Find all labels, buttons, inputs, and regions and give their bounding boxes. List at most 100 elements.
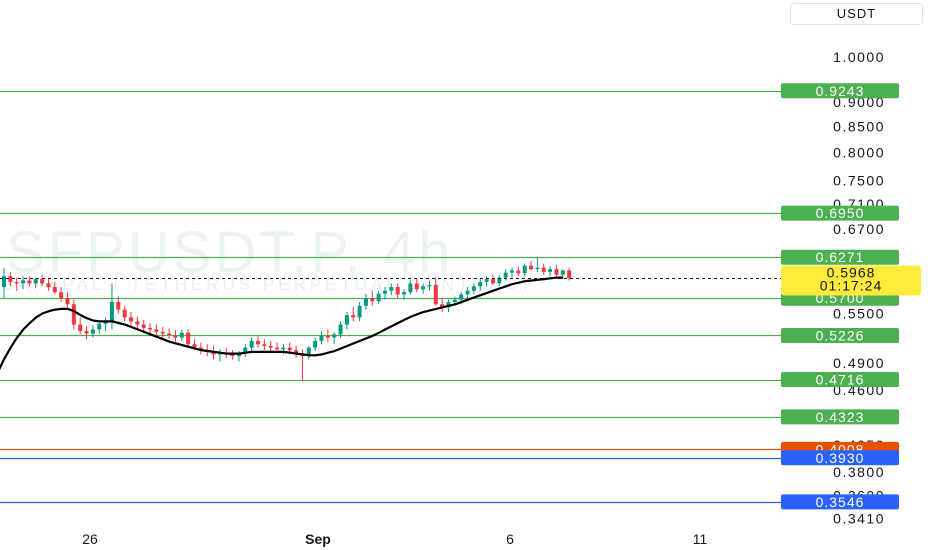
- candle: [198, 342, 203, 355]
- level-label-text: 0.6950: [816, 205, 865, 221]
- candle: [167, 328, 172, 340]
- candle: [465, 287, 470, 299]
- candle: [71, 299, 76, 330]
- candle: [268, 340, 273, 352]
- level-label-text: 0.5226: [816, 327, 865, 343]
- candle: [567, 267, 572, 281]
- level-label: 0.4323: [781, 409, 899, 425]
- price-axis-tick: 0.3800: [833, 464, 885, 480]
- candle: [529, 260, 534, 271]
- candle: [395, 283, 400, 299]
- candle: [217, 349, 222, 362]
- candle: [363, 293, 368, 310]
- candle: [46, 279, 51, 291]
- candle: [516, 266, 521, 277]
- candle: [338, 321, 343, 338]
- candle: [84, 326, 89, 340]
- candle: [21, 276, 26, 290]
- candle: [154, 324, 159, 336]
- candle: [376, 290, 381, 305]
- candle: [319, 331, 324, 345]
- candle: [122, 305, 127, 322]
- price-axis-tick: 0.6700: [833, 221, 885, 237]
- candle: [402, 289, 407, 300]
- candle: [160, 326, 165, 338]
- time-axis-tick: 6: [506, 531, 514, 547]
- candle: [522, 263, 527, 277]
- candle: [440, 298, 445, 312]
- horizontal-levels: [0, 90, 781, 504]
- candle: [408, 279, 413, 295]
- current-price-value: 0.5968: [827, 265, 876, 281]
- candle: [141, 319, 146, 332]
- candle: [471, 283, 476, 295]
- candle: [332, 332, 337, 345]
- candle: [306, 345, 311, 360]
- watermark-symbol: SFPUSDT.P, 4h: [6, 220, 453, 285]
- candle: [548, 266, 553, 277]
- candle: [148, 322, 153, 334]
- candle: [230, 350, 235, 360]
- level-label: 0.3546: [781, 494, 899, 510]
- candle: [554, 264, 559, 278]
- candle: [497, 274, 502, 287]
- level-label: 0.6271: [781, 249, 899, 265]
- candle: [490, 274, 495, 285]
- time-axis[interactable]: 26 Sep 6 11: [82, 531, 707, 547]
- price-axis-tick: 1.0000: [833, 49, 885, 65]
- candle: [40, 274, 45, 287]
- candle: [116, 296, 121, 314]
- candle: [370, 290, 375, 306]
- candle: [294, 345, 299, 358]
- level-label-text: 0.9243: [816, 83, 865, 99]
- price-axis-tick: 0.3410: [833, 511, 885, 527]
- candle: [344, 311, 349, 330]
- candle: [421, 283, 426, 294]
- candle: [262, 339, 267, 351]
- watermark-description: SAFEPAL / TETHERUS PERPETUAL CONTRACT: [2, 275, 534, 294]
- candle: [173, 330, 178, 342]
- currency-button[interactable]: USDT: [790, 3, 923, 25]
- candle: [90, 325, 95, 338]
- candle: [33, 277, 38, 288]
- price-axis-tick: 0.8000: [833, 145, 885, 161]
- level-label-text: 0.3930: [816, 450, 865, 466]
- candle: [65, 292, 70, 308]
- price-axis-tick: 0.7500: [833, 172, 885, 188]
- candle: [535, 256, 540, 272]
- candle: [510, 267, 514, 278]
- level-label: 0.5226: [781, 327, 899, 343]
- bar-countdown: 01:17:24: [820, 278, 883, 294]
- price-axis-tick: 0.8500: [833, 119, 885, 135]
- time-axis-tick: 26: [82, 531, 98, 547]
- candle: [2, 267, 6, 299]
- time-axis-tick: Sep: [305, 531, 331, 547]
- price-axis-tick: 0.5500: [833, 306, 885, 322]
- candle: [59, 287, 64, 302]
- candle: [27, 276, 32, 287]
- level-label-text: 0.4323: [816, 409, 865, 425]
- candle: [78, 317, 83, 335]
- candle: [351, 307, 356, 322]
- candle: [249, 337, 254, 352]
- moving-average-line: [0, 276, 564, 371]
- level-label: 0.3930: [781, 450, 899, 466]
- candle: [433, 277, 438, 306]
- level-label: 0.4716: [781, 372, 899, 388]
- level-label-text: 0.4716: [816, 372, 865, 388]
- candle: [383, 287, 387, 300]
- candle: [14, 277, 19, 291]
- level-label: 0.6950: [781, 205, 899, 221]
- price-axis-tick: 0.4900: [833, 355, 885, 371]
- candle: [97, 321, 102, 334]
- candle: [313, 337, 318, 352]
- level-label: 0.9243: [781, 83, 899, 99]
- candle: [179, 329, 184, 341]
- candle: [484, 276, 489, 287]
- candle: [541, 263, 546, 275]
- candlestick-series: [2, 256, 572, 381]
- candle: [427, 280, 432, 291]
- candle: [243, 344, 248, 358]
